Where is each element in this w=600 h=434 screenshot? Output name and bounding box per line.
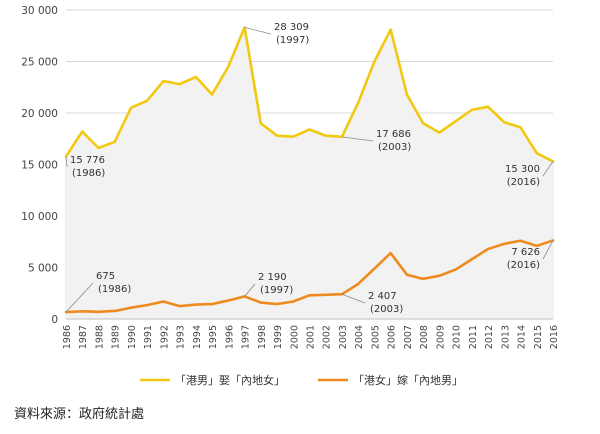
area-fill (66, 27, 553, 319)
x-tick-label: 1998 (257, 325, 268, 349)
annotation-value: 7 626 (511, 247, 540, 258)
annotation-year: (2003) (378, 142, 411, 153)
x-tick-label: 1988 (94, 325, 105, 349)
x-tick-label: 1993 (176, 325, 187, 349)
annotation-leader (244, 283, 256, 297)
line-layer (64, 26, 555, 314)
x-tick-label: 2015 (533, 325, 544, 349)
annotation-value: 2 407 (368, 291, 397, 302)
source-note: 資料來源：政府統計處 (14, 406, 144, 422)
x-tick-label: 1999 (273, 325, 284, 349)
annotation-leader (341, 293, 366, 304)
annotation-year: (1986) (72, 168, 105, 179)
x-tick-label: 2008 (419, 325, 430, 349)
axis-layer: 0 5 000 10 000 15 000 20 000 25 000 30 000 1986… (21, 5, 560, 349)
x-tick-label: 1986 (62, 325, 73, 349)
x-tick-label: 1989 (111, 325, 122, 349)
x-tick-label: 2005 (370, 325, 381, 349)
x-tick-label: 2000 (289, 325, 300, 349)
x-tick-label: 2001 (306, 325, 317, 349)
y-tick-label: 25 000 (21, 57, 58, 69)
annotation-layer: 15 776 (1986) 28 309 (1997) 17 686 (2003) 15 3… (65, 22, 554, 315)
legend: 「港男」娶「內地女」 「港女」嫁「內地男」 (140, 373, 463, 387)
x-tick-label: 2003 (338, 325, 349, 349)
annotation-value: 15 300 (505, 164, 540, 175)
annotation-year: (1997) (260, 285, 293, 296)
annotation-value: 675 (96, 271, 115, 282)
x-tick-label: 2011 (468, 325, 479, 349)
annotation-year: (2016) (507, 177, 540, 188)
x-tick-label: 2007 (403, 325, 414, 349)
x-tick-label: 1987 (78, 325, 89, 349)
annotation-year: (1997) (276, 35, 309, 46)
y-tick-label: 15 000 (21, 160, 58, 172)
x-tick-label: 2010 (452, 325, 463, 349)
legend-label-2: 「港女」嫁「內地男」 (353, 373, 463, 387)
y-tick-label: 20 000 (21, 108, 58, 120)
y-tick-label: 5 000 (28, 263, 58, 275)
area-layer (66, 27, 553, 319)
annotation-year: (2003) (370, 304, 403, 315)
y-tick-label: 30 000 (21, 5, 58, 17)
x-tick-label: 1997 (241, 325, 252, 349)
legend-label-1: 「港男」娶「內地女」 (175, 373, 285, 387)
x-tick-label: 2013 (500, 325, 511, 349)
series-line-2 (64, 239, 555, 314)
x-tick-label: 2016 (549, 325, 560, 349)
annotation-leader (65, 156, 68, 168)
annotation-value: 28 309 (274, 22, 309, 33)
series-line-1 (64, 26, 555, 163)
annotation-leader (65, 282, 94, 313)
x-tick-label: 2014 (517, 325, 528, 349)
y-tick-label: 10 000 (21, 211, 58, 223)
annotation-leader (542, 161, 554, 177)
x-tick-label: 1995 (208, 325, 219, 349)
annotation-year: (2016) (507, 260, 540, 271)
annotation-year: (1986) (98, 284, 131, 295)
annotation-value: 2 190 (258, 272, 287, 283)
annotation-value: 17 686 (376, 129, 411, 140)
x-tick-label: 2009 (435, 325, 446, 349)
x-tick-label: 1996 (224, 325, 235, 349)
x-tick-label: 1994 (192, 325, 203, 349)
annotation-value: 15 776 (70, 155, 105, 166)
x-tick-label: 1991 (143, 325, 154, 349)
x-tick-label: 2002 (322, 325, 333, 349)
x-tick-label: 2006 (387, 325, 398, 349)
x-tick-label: 2012 (484, 325, 495, 349)
x-tick-label: 1992 (159, 325, 170, 349)
annotation-leader (542, 240, 554, 260)
annotation-leader (244, 27, 272, 35)
annotation-leader (341, 136, 374, 142)
y-tick-label: 0 (51, 314, 58, 326)
x-tick-label: 1990 (127, 325, 138, 349)
x-tick-label: 2004 (354, 325, 365, 349)
